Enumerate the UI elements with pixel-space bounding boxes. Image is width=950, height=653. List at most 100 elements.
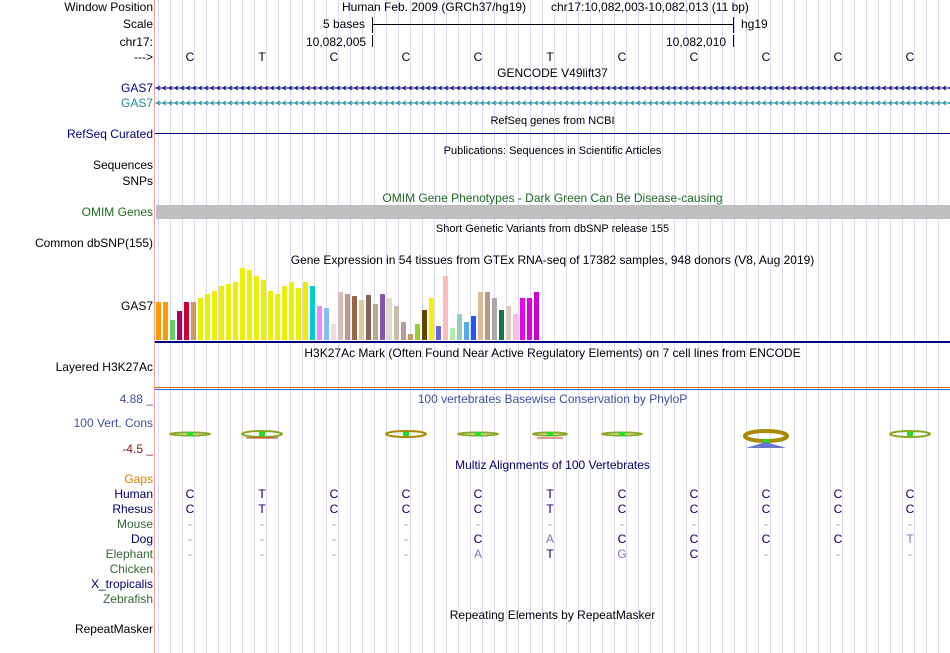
gtex-tissue-bar[interactable] — [457, 314, 462, 340]
gtex-tissue-bar[interactable] — [373, 304, 378, 340]
refseq-gene-line[interactable] — [155, 133, 950, 134]
phylop-title[interactable]: 100 vertebrates Basewise Conservation by… — [417, 392, 688, 406]
gtex-tissue-bar[interactable] — [289, 282, 294, 340]
gtex-tissue-bar[interactable] — [310, 286, 315, 340]
gtex-tissue-bar[interactable] — [485, 292, 490, 340]
phylop-label[interactable]: 100 Vert. Cons — [73, 416, 153, 430]
multiz-gaps-label[interactable]: Gaps — [124, 472, 153, 486]
gtex-tissue-bar[interactable] — [233, 282, 238, 340]
gtex-tissue-bar[interactable] — [177, 311, 182, 340]
gtex-tissue-bar[interactable] — [191, 302, 196, 340]
publications-snps-label[interactable]: SNPs — [122, 174, 153, 188]
gtex-tissue-bar[interactable] — [499, 310, 504, 340]
gtex-tissue-bar[interactable] — [338, 292, 343, 340]
gtex-tissue-bar[interactable] — [198, 298, 203, 340]
refseq-label[interactable]: RefSeq Curated — [66, 127, 153, 141]
gtex-tissue-bar[interactable] — [352, 296, 357, 340]
gtex-title[interactable]: Gene Expression in 54 tissues from GTEx … — [290, 253, 815, 267]
multiz-base: C — [617, 532, 627, 546]
gtex-tissue-bar[interactable] — [527, 298, 532, 340]
multiz-species-label[interactable]: Zebrafish — [102, 592, 153, 606]
gtex-tissue-bar[interactable] — [394, 306, 399, 340]
gencode-gene2-label[interactable]: GAS7 — [120, 96, 153, 110]
gtex-tissue-bar[interactable] — [450, 328, 455, 340]
multiz-species-label[interactable]: Rhesus — [112, 502, 153, 516]
gtex-tissue-bar[interactable] — [506, 306, 511, 340]
refseq-title[interactable]: RefSeq genes from NCBI — [490, 115, 615, 127]
gencode-gene1-label[interactable]: GAS7 — [120, 81, 153, 95]
phylop-conservation-plot[interactable] — [155, 425, 950, 453]
gtex-tissue-bar[interactable] — [464, 322, 469, 340]
multiz-species-label[interactable]: Mouse — [116, 517, 153, 531]
gtex-tissue-bar[interactable] — [163, 302, 168, 340]
gtex-tissue-bar[interactable] — [212, 291, 217, 340]
gtex-tissue-bar[interactable] — [296, 288, 301, 340]
gtex-tissue-bar[interactable] — [422, 310, 427, 340]
gtex-tissue-bar[interactable] — [513, 314, 518, 340]
gtex-tissue-bar[interactable] — [408, 334, 413, 340]
gtex-tissue-bar[interactable] — [443, 276, 448, 340]
gtex-tissue-bar[interactable] — [275, 294, 280, 340]
ruler-base: C — [617, 50, 627, 64]
gtex-tissue-bar[interactable] — [226, 284, 231, 340]
gtex-tissue-bar[interactable] — [261, 280, 266, 340]
gtex-tissue-bar[interactable] — [471, 316, 476, 340]
gtex-tissue-bar[interactable] — [345, 294, 350, 340]
publications-sequences-label[interactable]: Sequences — [92, 158, 153, 172]
gtex-tissue-bar[interactable] — [205, 294, 210, 340]
omim-title[interactable]: OMIM Gene Phenotypes - Dark Green Can Be… — [382, 191, 723, 205]
omim-label[interactable]: OMIM Genes — [81, 205, 153, 219]
phylop-base-logo — [241, 430, 283, 439]
gtex-tissue-bar[interactable] — [415, 324, 420, 340]
gtex-tissue-bar[interactable] — [247, 270, 252, 340]
multiz-species-label[interactable]: Chicken — [109, 562, 153, 576]
gtex-tissue-bar[interactable] — [170, 320, 175, 340]
multiz-base: - — [404, 532, 408, 546]
gtex-label[interactable]: GAS7 — [120, 299, 153, 313]
multiz-base: T — [546, 547, 554, 561]
gtex-tissue-bar[interactable] — [317, 306, 322, 340]
gtex-tissue-bar[interactable] — [520, 298, 525, 340]
multiz-base: C — [689, 487, 699, 501]
gtex-tissue-bar[interactable] — [492, 298, 497, 340]
gencode-gene-models[interactable] — [155, 82, 950, 110]
gtex-tissue-bar[interactable] — [240, 268, 245, 340]
multiz-species-label[interactable]: Elephant — [105, 547, 153, 561]
omim-phenotype-bar[interactable] — [156, 205, 950, 219]
gtex-tissue-bar[interactable] — [359, 300, 364, 340]
gtex-tissue-bar[interactable] — [184, 302, 189, 340]
gtex-tissue-bar[interactable] — [156, 302, 161, 340]
repeatmasker-label[interactable]: RepeatMasker — [74, 622, 153, 636]
gtex-tissue-bar[interactable] — [478, 292, 483, 340]
dbsnp-label[interactable]: Common dbSNP(155) — [34, 236, 153, 250]
h3k27ac-title[interactable]: H3K27Ac Mark (Often Found Near Active Re… — [304, 346, 801, 360]
multiz-base: C — [905, 502, 915, 516]
multiz-species-label[interactable]: X_tropicalis — [90, 577, 153, 591]
phylop-base-logo — [601, 431, 643, 437]
gtex-tissue-bar[interactable] — [401, 322, 406, 340]
gtex-tissue-bar[interactable] — [436, 326, 441, 340]
repeatmasker-title[interactable]: Repeating Elements by RepeatMasker — [449, 608, 656, 622]
multiz-species-label[interactable]: Human — [114, 487, 153, 501]
multiz-title[interactable]: Multiz Alignments of 100 Vertebrates — [455, 458, 650, 472]
gtex-tissue-bar[interactable] — [219, 286, 224, 340]
gtex-tissue-bar[interactable] — [324, 308, 329, 340]
gencode-title[interactable]: GENCODE V49lift37 — [497, 66, 608, 80]
gtex-tissue-bar[interactable] — [303, 282, 308, 340]
gtex-tissue-bar[interactable] — [380, 294, 385, 340]
gtex-tissue-bar[interactable] — [429, 298, 434, 340]
gtex-tissue-bar[interactable] — [282, 286, 287, 340]
multiz-species-label[interactable]: Dog — [130, 532, 153, 546]
gtex-tissue-bar[interactable] — [331, 324, 336, 340]
phylop-base-logo — [532, 431, 568, 439]
gtex-tissue-bar[interactable] — [366, 295, 371, 340]
h3k27ac-label[interactable]: Layered H3K27Ac — [55, 360, 153, 374]
publications-title[interactable]: Publications: Sequences in Scientific Ar… — [443, 145, 662, 157]
dbsnp-title[interactable]: Short Genetic Variants from dbSNP releas… — [435, 223, 670, 235]
gtex-tissue-bar[interactable] — [254, 276, 259, 340]
gtex-tissue-bar[interactable] — [268, 291, 273, 340]
gtex-tissue-bar[interactable] — [534, 292, 539, 340]
multiz-base: - — [836, 547, 840, 561]
gtex-tissue-bar[interactable] — [387, 298, 392, 340]
